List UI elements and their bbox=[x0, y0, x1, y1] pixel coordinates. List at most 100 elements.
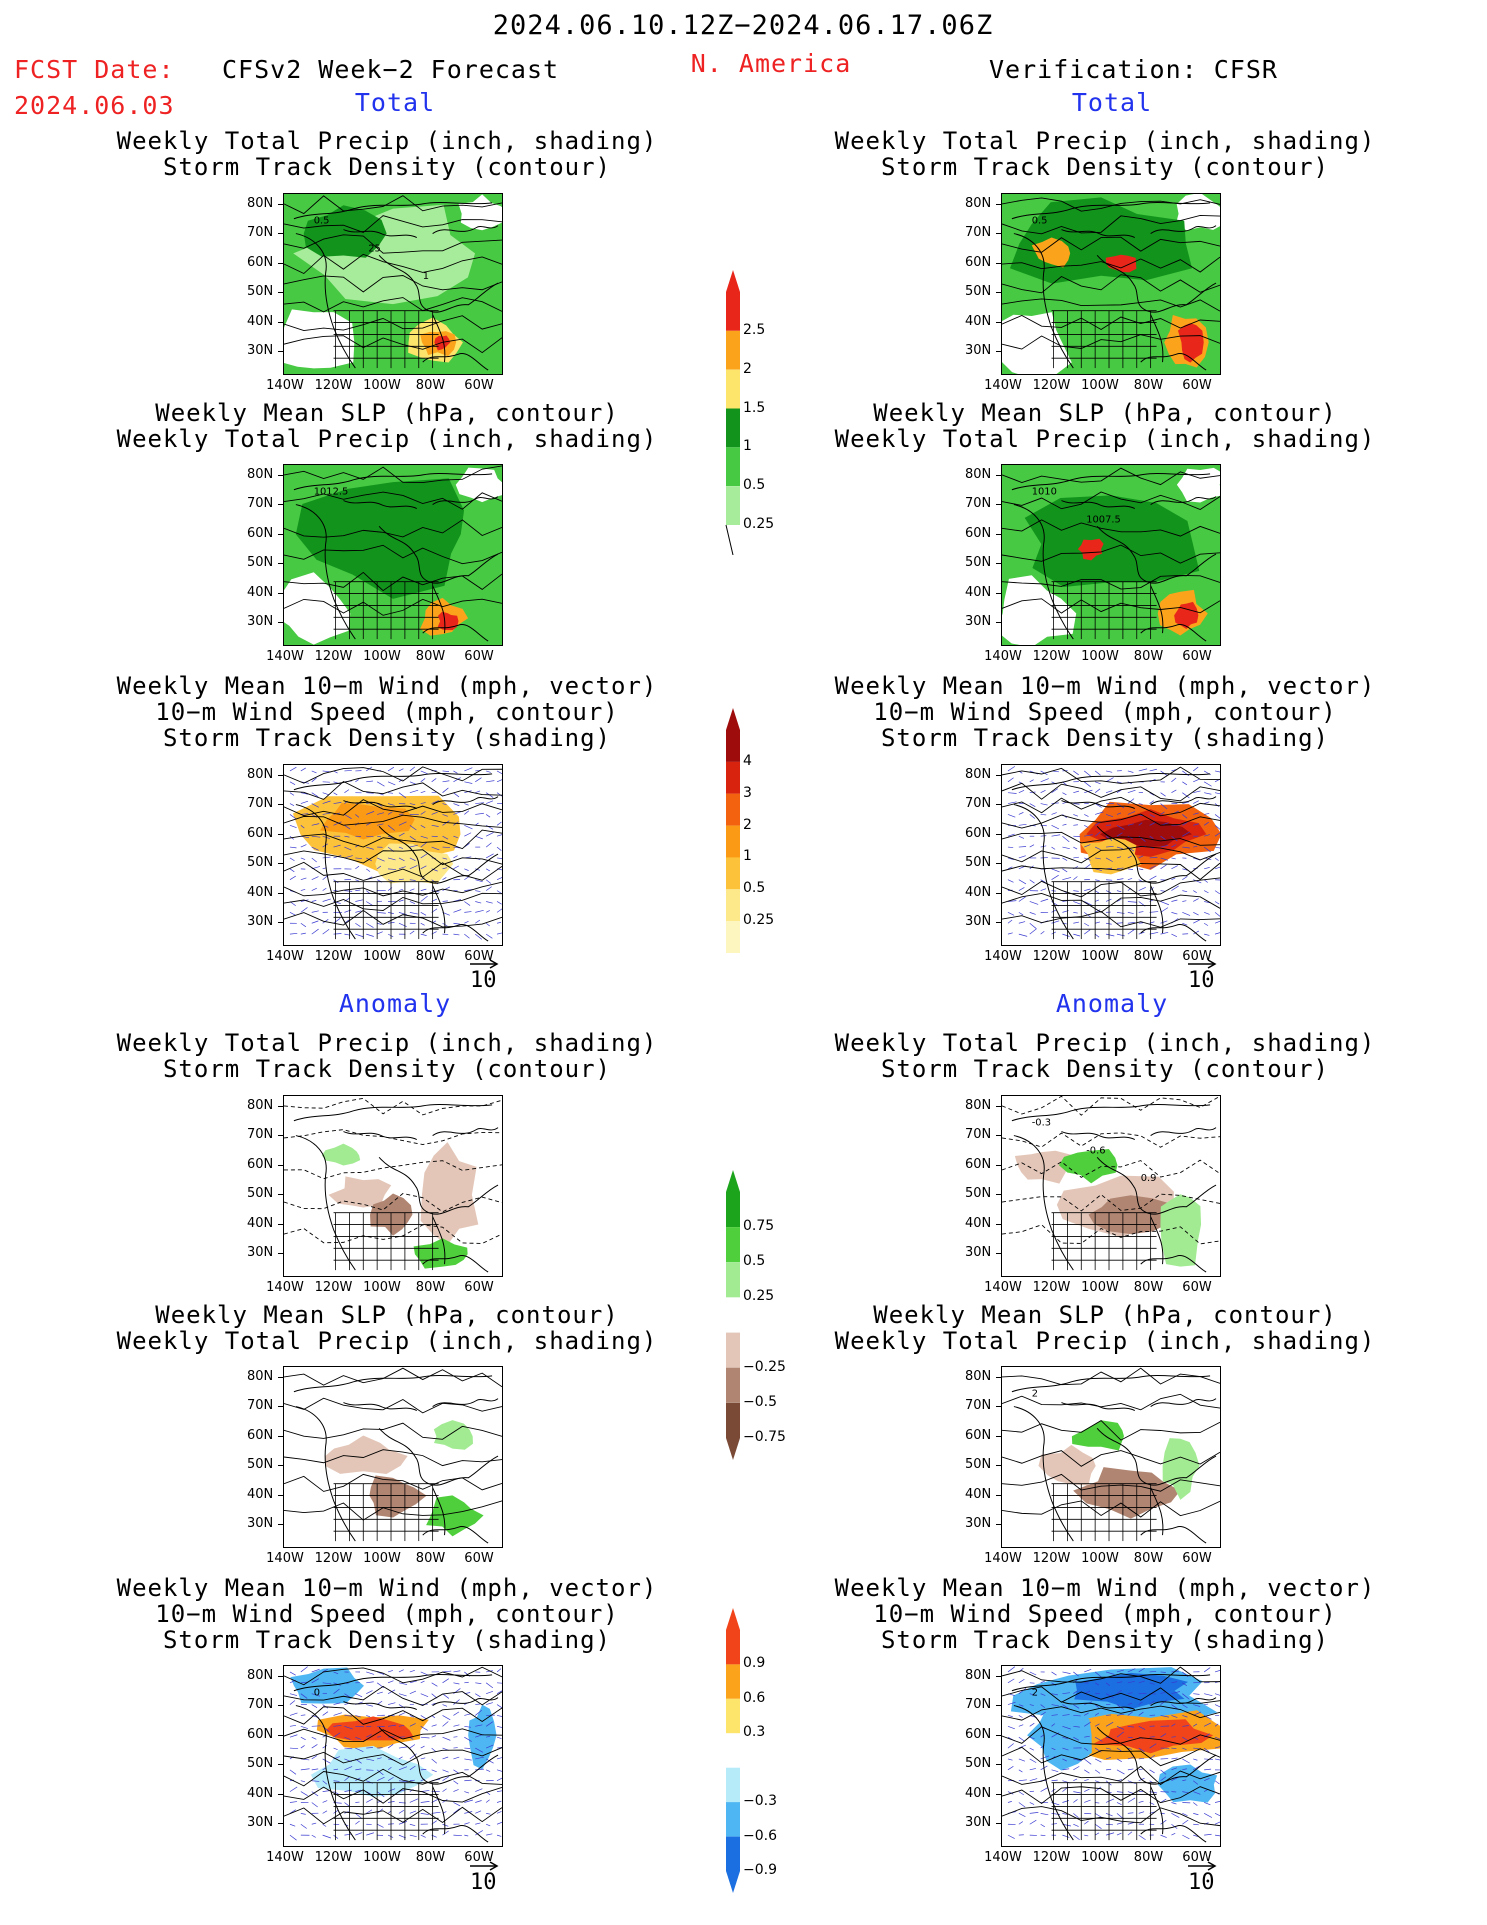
lat-tick: 50N bbox=[965, 855, 992, 871]
title-fc-wind-anom: Weekly Mean 10−m Wind (mph, vector) 10−m… bbox=[116, 1574, 658, 1654]
lat-tick-mark bbox=[996, 1135, 1001, 1137]
arrow-right-icon bbox=[1188, 954, 1218, 969]
lat-tick-mark bbox=[996, 1793, 1001, 1795]
lat-tick: 60N bbox=[965, 1156, 992, 1172]
title-fc-wind-total: Weekly Mean 10−m Wind (mph, vector) 10−m… bbox=[116, 672, 658, 752]
lon-tick: 80W bbox=[1133, 649, 1164, 664]
lat-tick: 70N bbox=[247, 796, 274, 812]
lat-tick-mark bbox=[278, 1406, 283, 1408]
lat-tick-mark bbox=[996, 922, 1001, 923]
lon-tick: 100W bbox=[363, 378, 401, 393]
colorbar-swatch bbox=[726, 857, 740, 890]
lon-tick: 60W bbox=[1182, 1551, 1212, 1566]
title-fc-precip-anom: Weekly Total Precip (inch, shading) Stor… bbox=[116, 1029, 658, 1083]
lat-tick-mark bbox=[278, 475, 283, 476]
lon-tick: 140W bbox=[266, 1551, 304, 1566]
lat-tick: 70N bbox=[965, 1127, 992, 1143]
lon-tick: 60W bbox=[1182, 1280, 1212, 1295]
colorbar-swatch bbox=[726, 1192, 740, 1228]
lon-tick: 100W bbox=[1081, 378, 1119, 393]
lat-tick: 30N bbox=[965, 1245, 992, 1260]
lat-tick: 80N bbox=[247, 467, 274, 482]
lat-tick: 60N bbox=[965, 825, 992, 841]
colorbar-tick-label: 0.3 bbox=[743, 1724, 766, 1741]
lat-tick-mark bbox=[278, 321, 283, 323]
colorbar-swatch bbox=[726, 1438, 740, 1460]
lat-tick: 50N bbox=[965, 1457, 992, 1473]
lat-tick-mark bbox=[996, 262, 1001, 264]
lat-tick: 80N bbox=[965, 467, 992, 482]
lat-tick: 60N bbox=[965, 1726, 992, 1742]
lat-tick: 70N bbox=[247, 1697, 274, 1713]
lon-tick: 120W bbox=[1032, 378, 1071, 393]
lon-tick: 120W bbox=[314, 1850, 353, 1865]
colorbar-graphic bbox=[726, 1170, 740, 1460]
colorbar-swatch bbox=[726, 1402, 740, 1438]
lat-tick-mark bbox=[278, 1194, 283, 1196]
lon-tick: 100W bbox=[1081, 1280, 1119, 1295]
period-title: 2024.06.10.12Z−2024.06.17.06Z bbox=[492, 10, 994, 41]
colorbar-swatch bbox=[726, 408, 740, 448]
contour-label: 0 bbox=[314, 1688, 320, 1699]
colorbar-swatch bbox=[726, 1630, 740, 1665]
lon-tick: 60W bbox=[1182, 378, 1212, 393]
map-graphic: 0.5 25 1 bbox=[284, 194, 502, 374]
lat-tick: 60N bbox=[247, 1156, 274, 1172]
lat-tick: 50N bbox=[247, 284, 274, 300]
lat-tick: 30N bbox=[247, 1516, 274, 1531]
title-fc-slp-anom: Weekly Mean SLP (hPa, contour) Weekly To… bbox=[116, 1301, 658, 1355]
map-ob-precip-total: 0.5 bbox=[1001, 193, 1221, 375]
map-graphic bbox=[1002, 765, 1220, 945]
lon-tick: 100W bbox=[363, 649, 401, 664]
lat-tick: 40N bbox=[965, 1215, 992, 1231]
lat-tick-mark bbox=[996, 1377, 1001, 1378]
lat-tick: 80N bbox=[247, 196, 274, 211]
lon-tick: 140W bbox=[266, 1280, 304, 1295]
lon-tick: 120W bbox=[314, 1280, 353, 1295]
title-ob-precip-anom: Weekly Total Precip (inch, shading) Stor… bbox=[834, 1029, 1376, 1083]
lat-tick: 50N bbox=[247, 1756, 274, 1772]
lon-tick: 100W bbox=[363, 1280, 401, 1295]
map-fc-slp-total: 1012.5 bbox=[283, 464, 503, 646]
lat-tick-mark bbox=[996, 533, 1001, 535]
contour-label: 1007.5 bbox=[1086, 514, 1121, 525]
lat-tick: 50N bbox=[247, 1186, 274, 1202]
map-fc-precip-total: 0.5 25 1 bbox=[283, 193, 503, 375]
colorbar-storm-anom: 0.9 0.6 0.3 −0.3 −0.6 −0.9 bbox=[722, 1608, 802, 1893]
lat-tick-mark bbox=[996, 292, 1001, 294]
lat-tick-mark bbox=[996, 863, 1001, 865]
colorbar-tick-label: −0.6 bbox=[743, 1827, 777, 1844]
lat-tick: 80N bbox=[247, 1098, 274, 1113]
colorbar-tick-label: 0.5 bbox=[743, 880, 766, 897]
map-graphic: 0 bbox=[284, 1666, 502, 1846]
map-graphic: 0.5 bbox=[1002, 194, 1220, 374]
lat-tick-mark bbox=[996, 504, 1001, 506]
map-graphic: 2 bbox=[1002, 1367, 1220, 1547]
lat-tick-mark bbox=[278, 1223, 283, 1225]
map-graphic bbox=[284, 765, 502, 945]
lat-tick: 50N bbox=[247, 1457, 274, 1473]
lat-tick: 60N bbox=[247, 254, 274, 270]
map-fc-precip-anom bbox=[283, 1095, 503, 1277]
lat-tick: 30N bbox=[965, 1815, 992, 1830]
lat-tick: 50N bbox=[247, 555, 274, 571]
lon-tick: 60W bbox=[464, 1551, 494, 1566]
lat-tick: 80N bbox=[965, 1098, 992, 1113]
lon-tick: 120W bbox=[1032, 649, 1071, 664]
colorbar-tick-label: −0.75 bbox=[743, 1429, 786, 1445]
lat-tick-mark bbox=[278, 1377, 283, 1378]
lat-tick: 60N bbox=[965, 525, 992, 541]
colorbar-swatch bbox=[726, 1871, 740, 1893]
lat-tick-mark bbox=[996, 1494, 1001, 1496]
lon-tick: 120W bbox=[1032, 1280, 1071, 1295]
lat-tick-mark bbox=[278, 1465, 283, 1467]
lat-tick: 80N bbox=[247, 1668, 274, 1683]
lat-tick: 50N bbox=[965, 284, 992, 300]
lat-tick-mark bbox=[996, 1734, 1001, 1736]
lon-tick: 140W bbox=[266, 1850, 304, 1865]
lat-tick: 40N bbox=[247, 584, 274, 600]
lon-tick: 60W bbox=[1182, 1850, 1212, 1865]
lon-tick: 140W bbox=[984, 949, 1022, 964]
contour-label: 0.5 bbox=[314, 216, 330, 227]
